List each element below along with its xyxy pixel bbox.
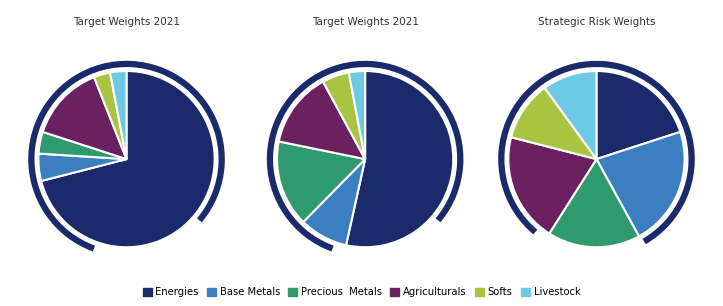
- Wedge shape: [41, 71, 215, 247]
- Wedge shape: [38, 132, 127, 159]
- Wedge shape: [544, 71, 596, 159]
- Wedge shape: [508, 137, 596, 233]
- Wedge shape: [94, 73, 127, 159]
- Wedge shape: [110, 71, 127, 159]
- Text: Hypothetical Risk-Balanced Commodities: Hypothetical Risk-Balanced Commodities: [469, 0, 723, 1]
- Text: Bloomberg Commodity Index: Bloomberg Commodity Index: [275, 0, 455, 1]
- Wedge shape: [596, 71, 680, 159]
- Wedge shape: [279, 82, 365, 159]
- Wedge shape: [43, 77, 127, 159]
- Legend: Energies, Base Metals, Precious  Metals, Agriculturals, Softs, Livestock: Energies, Base Metals, Precious Metals, …: [139, 283, 584, 301]
- Text: Target Weights 2021: Target Weights 2021: [73, 17, 180, 27]
- Text: S&P GSCI: S&P GSCI: [97, 0, 156, 1]
- Wedge shape: [348, 71, 365, 159]
- Wedge shape: [549, 159, 639, 247]
- Wedge shape: [38, 154, 127, 181]
- Wedge shape: [303, 159, 365, 245]
- Text: Strategic Risk Weights: Strategic Risk Weights: [538, 17, 655, 27]
- Wedge shape: [323, 73, 365, 159]
- Wedge shape: [596, 132, 685, 236]
- Wedge shape: [277, 141, 365, 222]
- Wedge shape: [511, 88, 596, 159]
- Text: Target Weights 2021: Target Weights 2021: [312, 17, 419, 27]
- Wedge shape: [346, 71, 453, 247]
